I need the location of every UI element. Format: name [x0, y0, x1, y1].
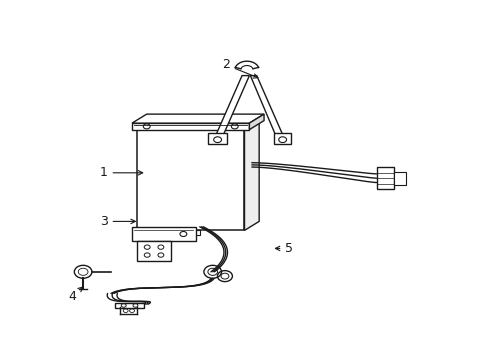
Polygon shape	[132, 123, 249, 130]
Text: 4: 4	[68, 287, 82, 303]
Text: 3: 3	[100, 215, 135, 228]
Text: 1: 1	[100, 166, 142, 179]
Polygon shape	[132, 227, 195, 241]
Polygon shape	[376, 167, 393, 189]
Polygon shape	[137, 241, 171, 261]
Polygon shape	[137, 121, 259, 130]
Polygon shape	[132, 114, 264, 123]
Text: 5: 5	[275, 242, 293, 255]
Polygon shape	[115, 303, 144, 308]
Polygon shape	[273, 133, 290, 144]
Polygon shape	[137, 130, 244, 230]
Polygon shape	[215, 76, 249, 137]
Polygon shape	[249, 114, 264, 130]
Polygon shape	[181, 230, 200, 235]
Text: 2: 2	[222, 58, 257, 78]
Polygon shape	[207, 133, 227, 144]
Polygon shape	[393, 172, 405, 185]
Polygon shape	[244, 121, 259, 230]
Polygon shape	[250, 76, 283, 137]
